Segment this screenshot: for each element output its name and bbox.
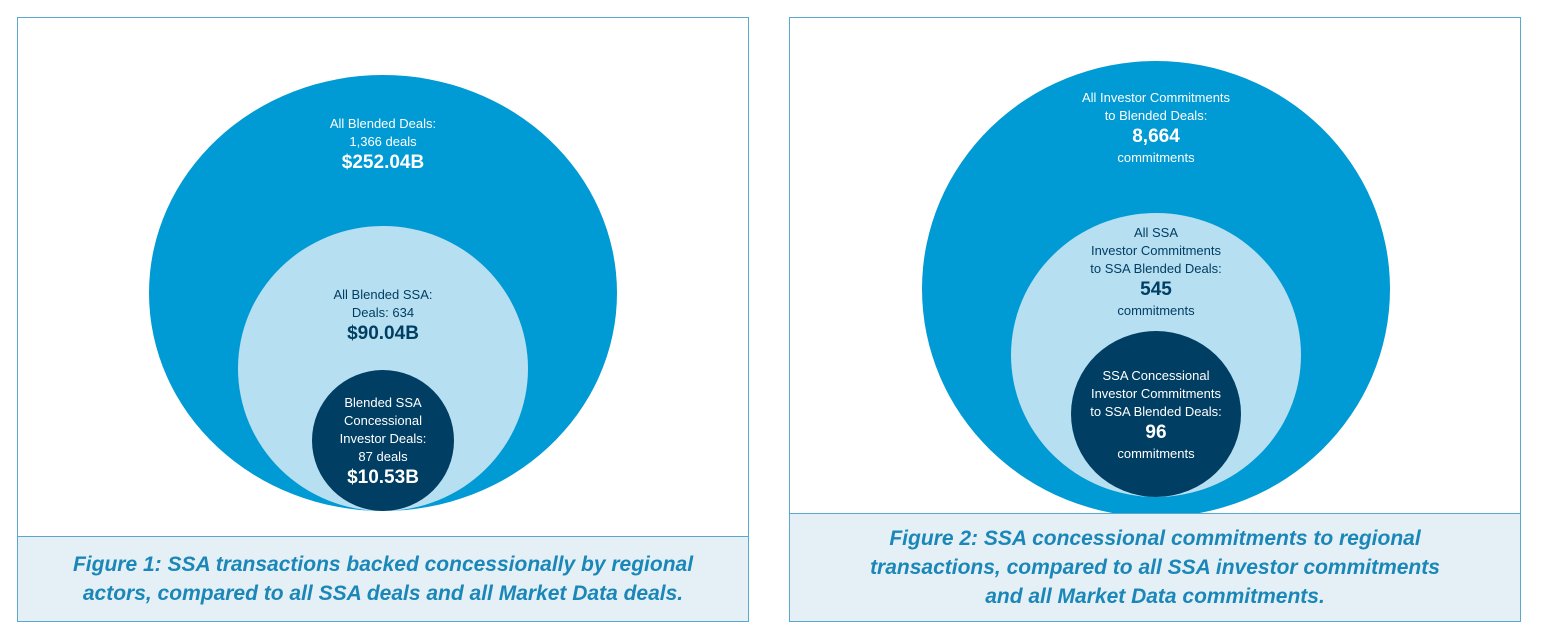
- inner-line-1: Blended SSA: [344, 395, 422, 410]
- f2-middle-line-1: All SSA: [1133, 225, 1179, 240]
- all-investor-commitments-label: All Investor Commitments to Blended Deal…: [1006, 89, 1306, 167]
- middle-line-1: All Blended SSA:: [333, 287, 433, 302]
- figure-2-panel: All Investor Commitments to Blended Deal…: [789, 17, 1521, 622]
- blended-ssa-concessional-label: Blended SSA Concessional Investor Deals:…: [313, 394, 453, 490]
- figure-1-caption: Figure 1: SSA transactions backed conces…: [18, 536, 748, 621]
- f2-middle-line-3: to SSA Blended Deals:: [1090, 261, 1222, 276]
- f2-outer-unit: commitments: [1117, 150, 1195, 165]
- f2-outer-line-2: to Blended Deals:: [1104, 108, 1208, 123]
- all-blended-ssa-label: All Blended SSA: Deals: 634 $90.04B: [283, 286, 483, 346]
- outer-line-2: 1,366 deals: [349, 134, 417, 149]
- middle-value: $90.04B: [347, 323, 419, 344]
- figure-1-panel: All Blended Deals: 1,366 deals $252.04B …: [17, 17, 749, 622]
- ssa-concessional-commitments-circle: [1071, 331, 1241, 497]
- inner-value: $10.53B: [347, 467, 419, 488]
- f2-inner-line-3: to SSA Blended Deals:: [1090, 404, 1222, 419]
- all-ssa-commitments-label: All SSA Investor Commitments to SSA Blen…: [1056, 224, 1256, 320]
- f2-middle-line-2: Investor Commitments: [1090, 243, 1222, 258]
- figure-2-caption: Figure 2: SSA concessional commitments t…: [790, 513, 1520, 621]
- f2-middle-unit: commitments: [1117, 303, 1195, 318]
- f2-inner-value: 96: [1145, 422, 1167, 443]
- outer-value: $252.04B: [341, 152, 425, 173]
- f2-inner-unit: commitments: [1117, 446, 1195, 461]
- outer-line-1: All Blended Deals:: [329, 116, 437, 131]
- all-blended-deals-label: All Blended Deals: 1,366 deals $252.04B: [233, 115, 533, 175]
- figure-2-caption-text: Figure 2: SSA concessional commitments t…: [870, 527, 1440, 608]
- figure-1-caption-text: Figure 1: SSA transactions backed conces…: [72, 553, 694, 605]
- f2-inner-line-1: SSA Concessional: [1102, 368, 1210, 383]
- f2-outer-value: 8,664: [1132, 126, 1180, 147]
- inner-line-4: 87 deals: [358, 449, 408, 464]
- f2-inner-line-2: Investor Commitments: [1090, 386, 1222, 401]
- ssa-concessional-commitments-label: SSA Concessional Investor Commitments to…: [1071, 367, 1241, 463]
- f2-outer-line-1: All Investor Commitments: [1081, 90, 1231, 105]
- middle-line-2: Deals: 634: [351, 305, 415, 320]
- inner-line-3: Investor Deals:: [339, 431, 427, 446]
- inner-line-2: Concessional: [343, 413, 423, 428]
- f2-middle-value: 545: [1140, 279, 1172, 300]
- blended-ssa-concessional-circle: [312, 370, 454, 511]
